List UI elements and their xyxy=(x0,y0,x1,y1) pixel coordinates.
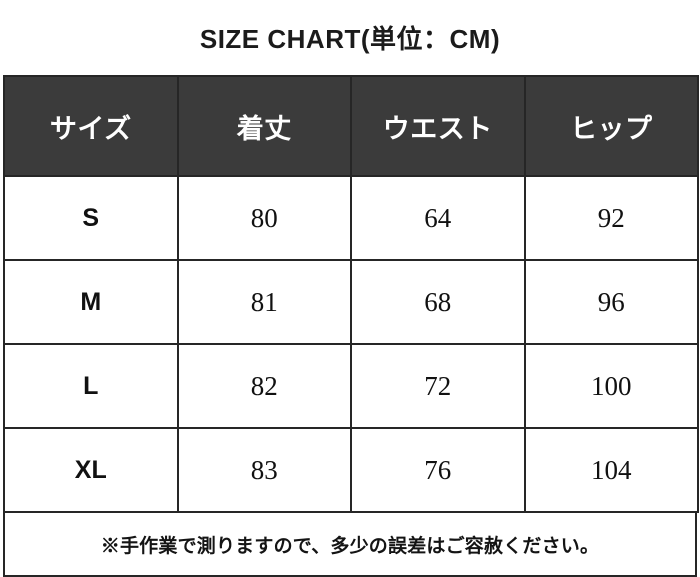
table-header-row: サイズ 着丈 ウエスト ヒップ xyxy=(3,75,699,177)
cell-waist: 72 xyxy=(350,343,526,429)
cell-size: S xyxy=(3,175,179,261)
table-header: サイズ 着丈 ウエスト ヒップ xyxy=(3,75,699,177)
cell-length: 83 xyxy=(176,427,352,513)
cell-size: L xyxy=(3,343,179,429)
cell-size: XL xyxy=(3,427,179,513)
table-row: M 81 68 96 xyxy=(3,259,699,345)
measurement-note-bar: ※手作業で測りますので、多少の誤差はご容赦ください。 xyxy=(3,513,697,577)
cell-waist: 64 xyxy=(350,175,526,261)
cell-waist: 68 xyxy=(350,259,526,345)
table-row: XL 83 76 104 xyxy=(3,427,699,513)
measurement-note: ※手作業で測りますので、多少の誤差はご容赦ください。 xyxy=(100,535,600,557)
column-header-size: サイズ xyxy=(3,75,179,177)
column-header-waist: ウエスト xyxy=(350,75,526,177)
cell-hip: 92 xyxy=(523,175,699,261)
cell-size: M xyxy=(3,259,179,345)
page-title: SIZE CHART(単位：CM) xyxy=(199,24,501,54)
cell-length: 80 xyxy=(176,175,352,261)
size-chart-table: サイズ 着丈 ウエスト ヒップ S 80 64 92 M 81 68 96 L … xyxy=(3,75,699,513)
cell-waist: 76 xyxy=(350,427,526,513)
column-header-length: 着丈 xyxy=(176,75,352,177)
chart-title-bar: SIZE CHART(単位：CM) xyxy=(0,0,700,75)
column-header-hip: ヒップ xyxy=(523,75,699,177)
cell-hip: 96 xyxy=(523,259,699,345)
cell-hip: 104 xyxy=(523,427,699,513)
cell-hip: 100 xyxy=(523,343,699,429)
table-row: L 82 72 100 xyxy=(3,343,699,429)
cell-length: 81 xyxy=(176,259,352,345)
table-row: S 80 64 92 xyxy=(3,175,699,261)
table-body: S 80 64 92 M 81 68 96 L 82 72 100 XL 83 … xyxy=(3,175,699,513)
cell-length: 82 xyxy=(176,343,352,429)
